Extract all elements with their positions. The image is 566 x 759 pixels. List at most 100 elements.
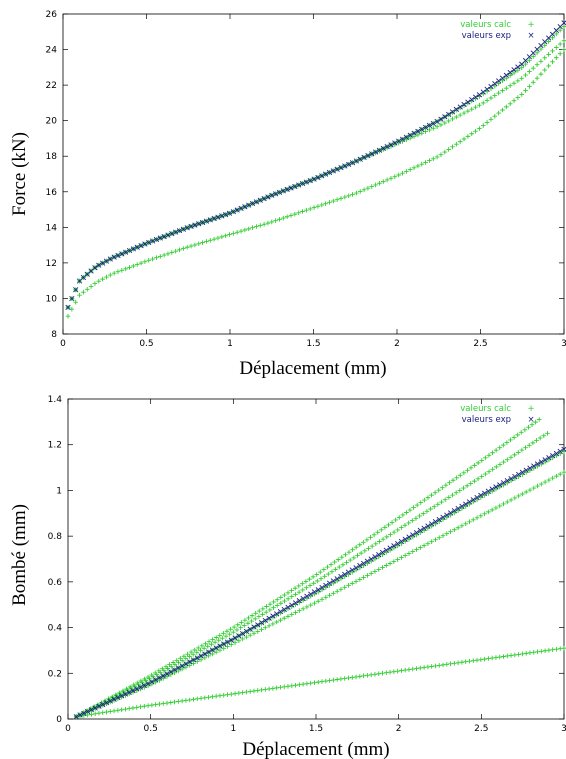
data-point-calc	[115, 708, 121, 713]
data-point-calc	[173, 248, 178, 254]
data-point-calc	[270, 686, 276, 691]
data-point-exp	[429, 521, 435, 527]
data-point-calc	[388, 176, 394, 181]
data-point-exp	[99, 260, 106, 266]
data-point-calc	[315, 679, 321, 685]
data-point-exp	[407, 132, 413, 138]
data-point-calc	[342, 585, 348, 590]
data-point-calc	[512, 452, 517, 458]
data-point-exp	[130, 687, 136, 694]
data-point-calc	[177, 247, 182, 253]
y-tick-label: 20	[46, 117, 58, 127]
data-point-calc	[384, 177, 390, 183]
data-point-exp	[280, 188, 286, 194]
data-point-calc	[424, 509, 430, 514]
data-point-calc	[338, 576, 344, 582]
data-point-calc	[493, 655, 499, 660]
data-point-calc	[392, 174, 398, 180]
data-point-exp	[334, 576, 340, 582]
data-point-calc	[274, 685, 279, 691]
data-point-calc	[134, 705, 140, 710]
data-point-exp	[217, 643, 223, 649]
data-point-exp	[461, 101, 467, 108]
data-point-calc	[493, 486, 499, 492]
data-point-calc	[507, 101, 513, 107]
data-point-exp	[265, 194, 271, 200]
data-point-exp	[226, 210, 233, 216]
data-point-calc	[470, 499, 476, 505]
data-point-exp	[73, 287, 79, 293]
data-point-exp	[168, 669, 174, 675]
legend-label-exp: valeurs exp	[462, 415, 511, 425]
data-point-calc	[84, 286, 90, 292]
x-tick-label: 3	[561, 339, 566, 349]
data-point-calc	[289, 683, 295, 689]
y-tick-label: 8	[51, 330, 57, 340]
y-tick-label: 1.4	[48, 395, 63, 405]
data-point-calc	[406, 551, 412, 556]
data-point-calc	[492, 83, 498, 89]
data-point-exp	[353, 565, 359, 571]
data-point-calc	[391, 545, 397, 551]
data-point-calc	[430, 156, 436, 162]
data-point-calc	[342, 676, 348, 681]
legend-marker-calc: +	[527, 404, 534, 414]
data-point-calc	[480, 100, 486, 106]
data-point-exp	[538, 459, 544, 465]
data-point-exp	[415, 128, 421, 134]
data-point-calc	[340, 562, 346, 568]
data-point-calc	[312, 600, 317, 606]
data-point-exp	[236, 633, 242, 639]
data-point-calc	[415, 132, 421, 138]
data-point-calc	[315, 598, 321, 604]
data-point-calc	[346, 572, 351, 577]
data-point-calc	[539, 461, 544, 467]
data-point-calc	[387, 561, 393, 566]
data-point-exp	[364, 558, 371, 564]
data-point-calc	[527, 468, 533, 473]
data-point-calc	[493, 505, 499, 511]
data-point-calc	[203, 641, 208, 647]
data-point-exp	[334, 166, 340, 172]
data-point-calc	[459, 659, 465, 665]
data-point-calc	[196, 241, 202, 247]
data-point-exp	[315, 174, 321, 181]
data-point-exp	[523, 467, 529, 473]
data-point-calc	[289, 594, 295, 599]
data-point-calc	[557, 27, 563, 33]
data-point-calc	[463, 659, 468, 665]
data-point-calc	[415, 163, 421, 169]
data-point-calc	[327, 678, 332, 683]
data-point-calc	[554, 45, 559, 50]
data-point-exp	[107, 698, 113, 704]
data-point-calc	[470, 658, 476, 663]
data-point-exp	[330, 168, 336, 174]
data-point-exp	[203, 218, 210, 224]
data-point-calc	[504, 75, 509, 81]
data-point-calc	[501, 654, 506, 659]
data-point-exp	[122, 691, 129, 697]
data-point-exp	[527, 465, 533, 471]
data-point-exp	[153, 677, 159, 683]
data-point-calc	[542, 459, 548, 465]
data-point-calc	[557, 451, 563, 456]
data-point-calc	[496, 110, 501, 116]
data-point-calc	[428, 506, 433, 512]
data-point-exp	[497, 482, 503, 488]
data-point-calc	[252, 616, 258, 622]
data-point-exp	[376, 551, 382, 558]
data-point-calc	[89, 712, 94, 717]
data-point-exp	[455, 505, 461, 512]
data-point-exp	[442, 114, 448, 120]
data-point-calc	[300, 606, 306, 612]
data-point-calc	[239, 620, 244, 625]
data-point-calc	[478, 495, 484, 500]
data-point-calc	[338, 196, 344, 201]
data-point-calc	[308, 602, 313, 608]
data-point-calc	[473, 128, 478, 134]
data-point-calc	[479, 458, 485, 463]
data-point-calc	[138, 704, 143, 710]
data-point-calc	[542, 67, 548, 73]
data-point-calc	[300, 681, 306, 687]
y-tick-label: 16	[46, 188, 58, 198]
